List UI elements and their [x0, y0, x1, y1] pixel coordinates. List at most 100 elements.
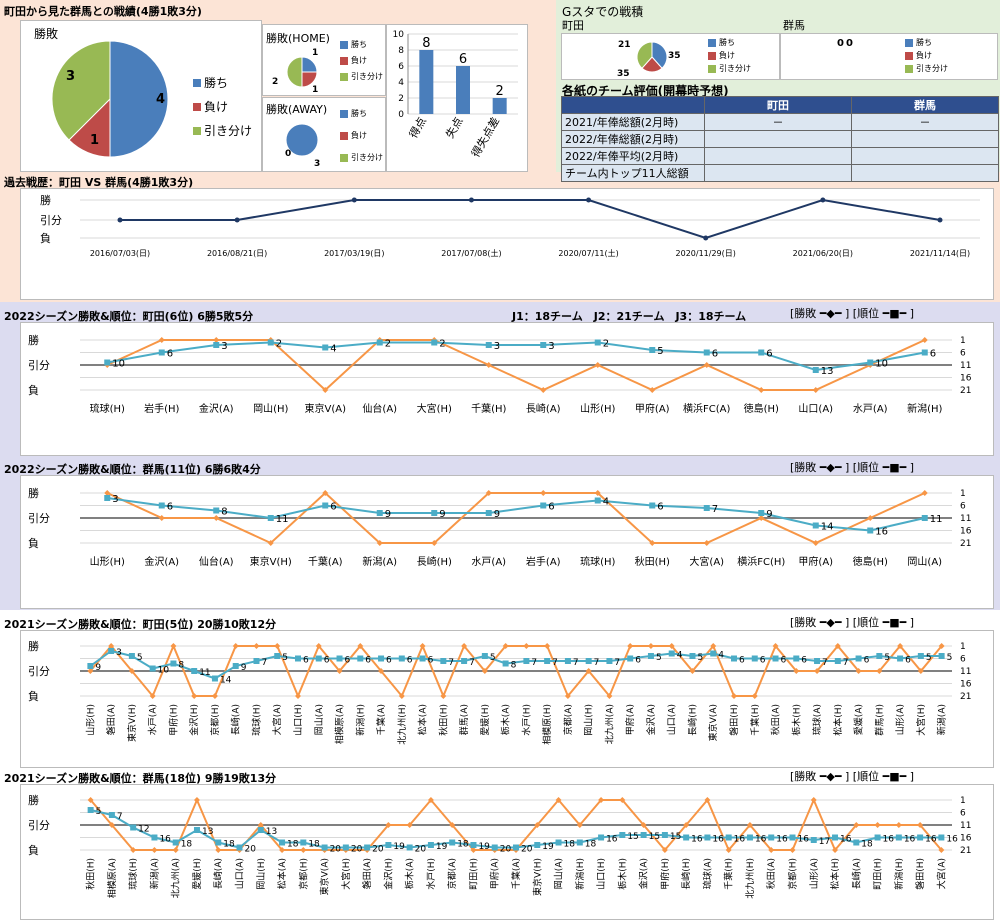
- rank-value-label: 8: [221, 507, 227, 518]
- rank-value-label: 3: [221, 341, 227, 352]
- season-x-label: 岡山(H): [253, 403, 288, 415]
- season-x-label: 町田(H): [468, 858, 479, 890]
- eval-cell: －: [851, 113, 999, 131]
- rank-point: [279, 839, 286, 846]
- rank-line: [107, 497, 925, 532]
- result-point: [279, 847, 286, 853]
- season-x-label: 山形(H): [580, 403, 615, 415]
- legend-swatch: [340, 56, 348, 65]
- rank-point: [431, 339, 438, 346]
- rank-point: [897, 655, 904, 662]
- season-x-label: 相模原(A): [334, 704, 346, 744]
- season-x-label: 山形(H): [90, 556, 125, 568]
- result-point: [751, 693, 758, 699]
- rank-point: [253, 658, 260, 664]
- season-x-label: 甲府(H): [659, 858, 671, 890]
- season-x-label: 磐田(A): [361, 858, 373, 889]
- season-rank-tick: 6: [960, 349, 966, 359]
- rank-point: [917, 834, 924, 841]
- result-point: [564, 693, 571, 699]
- season-x-label: 長崎(H): [686, 704, 698, 736]
- season-rank-tick: 1: [960, 642, 966, 652]
- rank-value-label: 4: [330, 344, 336, 355]
- rank-point: [876, 653, 883, 659]
- rank-point: [725, 834, 732, 841]
- season-x-label: 栃木(A): [404, 858, 416, 889]
- rank-point: [128, 653, 135, 659]
- bar-value-label: 2: [496, 84, 504, 99]
- rank-value-label: 19: [436, 842, 448, 852]
- rank-value-label: 2: [603, 339, 609, 350]
- season-x-label: 金沢(H): [188, 704, 200, 736]
- result-point: [440, 693, 447, 699]
- legend-label: 引き分け: [719, 64, 751, 73]
- rank-value-label: 11: [276, 514, 289, 525]
- result-point: [917, 822, 924, 828]
- rank-value-label: 7: [712, 504, 718, 515]
- rank-value-label: 7: [552, 658, 558, 668]
- past-y-label: 勝: [40, 193, 51, 207]
- rank-value-label: 6: [801, 656, 807, 666]
- rank-value-label: 20: [521, 845, 533, 855]
- result-point: [128, 668, 135, 674]
- rank-point: [364, 844, 371, 851]
- rank-point: [834, 658, 841, 664]
- result-point: [257, 822, 264, 828]
- s21g-box: [20, 784, 994, 920]
- bar-category-label: 失点: [443, 115, 465, 141]
- season-y-label: 負: [28, 690, 39, 703]
- rank-value-label: 19: [393, 842, 405, 852]
- rank-value-label: 16: [946, 835, 958, 845]
- result-point: [725, 847, 732, 853]
- rank-value-label: 16: [755, 835, 767, 845]
- season-x-label: 東京V(A): [305, 402, 347, 415]
- result-point: [322, 387, 329, 393]
- legend-label: 勝ち: [351, 40, 367, 49]
- rank-point: [149, 665, 156, 672]
- result-point: [772, 643, 779, 649]
- result-point: [789, 847, 796, 853]
- season-rank-tick: 1: [960, 796, 966, 806]
- legend-label: 勝ち: [204, 76, 229, 90]
- season-rank-tick: 16: [960, 834, 972, 844]
- past-x-label: 2017/07/08(土): [441, 248, 501, 258]
- rank-value-label: 15: [649, 832, 660, 842]
- eval-cell: 2022/年俸平均(2月時): [561, 147, 705, 165]
- season-x-label: 仙台(A): [362, 402, 397, 415]
- rank-point: [534, 842, 541, 848]
- pie-value-label: 0: [285, 149, 291, 159]
- past-x-label: 2016/07/03(日): [90, 249, 150, 258]
- result-point: [810, 797, 817, 803]
- s22m-title: 2022シーズン勝敗&順位：町田(6位) 6勝5敗5分: [4, 310, 254, 323]
- season-x-label: 新潟(H): [354, 704, 366, 736]
- rank-point: [689, 653, 696, 659]
- rank-value-label: 16: [840, 835, 852, 845]
- result-point: [431, 540, 438, 546]
- season-x-label: 磐田(H): [728, 704, 740, 736]
- result-point: [834, 643, 841, 649]
- result-point: [357, 643, 364, 649]
- table-row: 2022/年俸平均(2月時): [561, 147, 999, 165]
- result-point: [151, 847, 158, 853]
- s21m-title: 2021シーズン勝敗&順位：町田(5位) 20勝10敗12分: [4, 618, 277, 631]
- rank-point: [470, 842, 477, 848]
- pie-gsta: 21 35 35: [617, 40, 681, 78]
- rank-point: [449, 839, 456, 846]
- s21g-title: 2021シーズン勝敗&順位：群馬(18位) 9勝19敗13分: [4, 772, 277, 785]
- rank-point: [751, 655, 758, 662]
- season-x-label: 金沢(A): [144, 555, 179, 568]
- bar: [456, 66, 470, 114]
- rank-point: [812, 367, 819, 373]
- season-x-label: 大宮(H): [417, 402, 452, 415]
- rank-point: [703, 349, 710, 356]
- result-point: [921, 490, 928, 496]
- pie-value-label: 2: [272, 77, 278, 87]
- season-y-label: 引分: [28, 511, 50, 525]
- legend-label: 勝ち: [916, 38, 932, 47]
- season-x-label: 横浜FC(H): [737, 555, 785, 568]
- s22m-info: J1：18チーム J2：21チーム J3：18チーム: [512, 310, 747, 323]
- rank-value-label: 4: [603, 497, 609, 508]
- rank-value-label: 6: [365, 656, 371, 666]
- result-point: [540, 387, 547, 393]
- bar-tick-label: 4: [398, 78, 404, 88]
